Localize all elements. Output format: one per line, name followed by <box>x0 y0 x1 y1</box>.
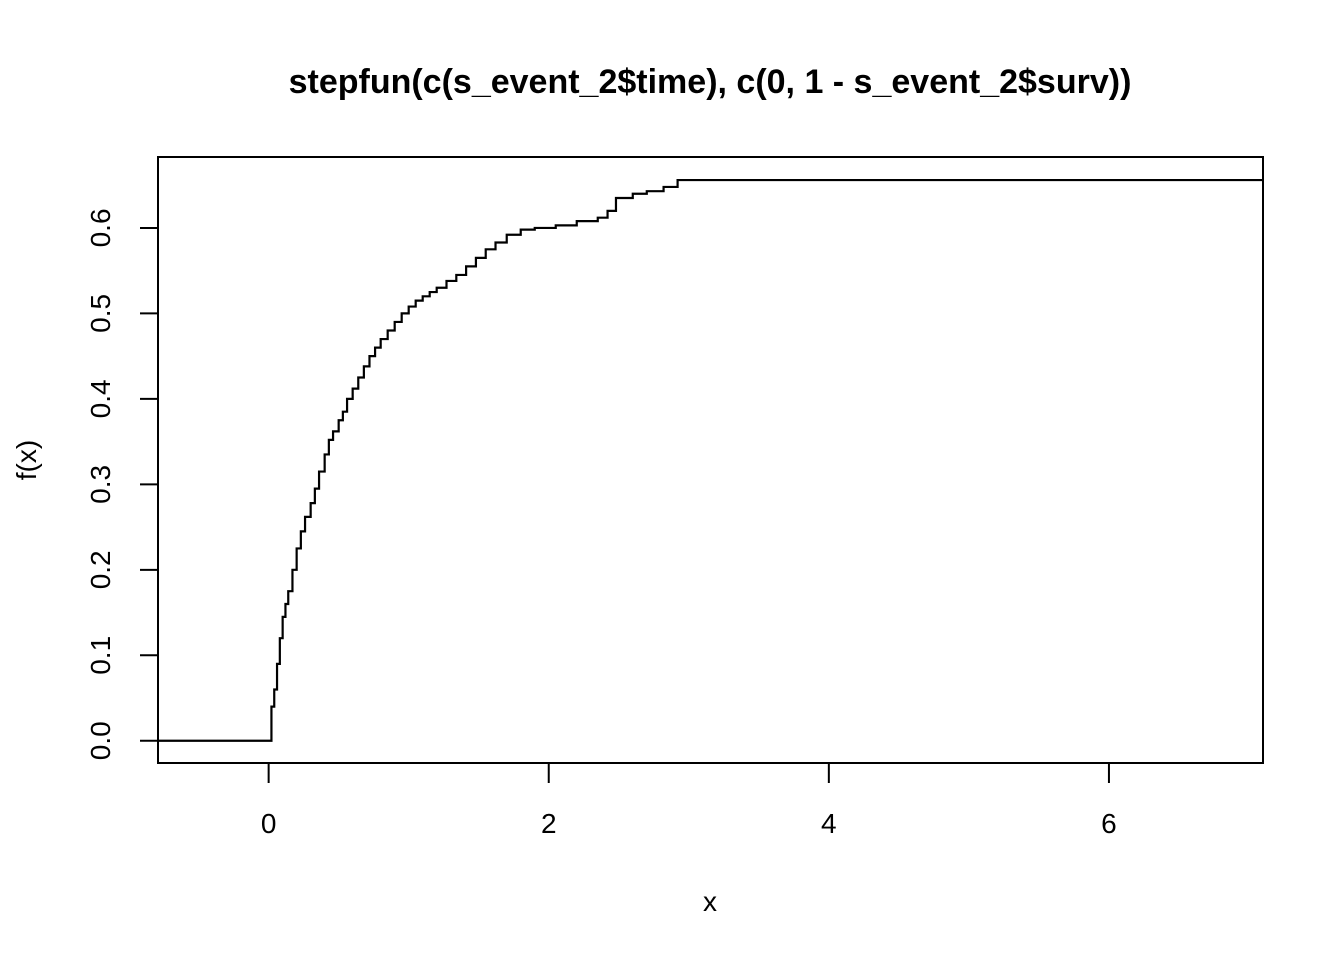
x-tick-label: 6 <box>1101 808 1117 839</box>
y-tick-label: 0.3 <box>85 465 116 504</box>
y-tick-label: 0.5 <box>85 294 116 333</box>
y-tick-label: 0.4 <box>85 379 116 418</box>
x-axis-label: x <box>703 886 717 917</box>
y-tick-label: 0.0 <box>85 721 116 760</box>
y-tick-label: 0.2 <box>85 550 116 589</box>
y-tick-label: 0.1 <box>85 636 116 675</box>
y-axis-label: f(x) <box>11 440 42 480</box>
x-tick-label: 0 <box>261 808 277 839</box>
x-tick-label: 2 <box>541 808 557 839</box>
y-tick-label: 0.6 <box>85 208 116 247</box>
y-axis: 0.0 0.1 0.2 0.3 0.4 0.5 0.6 <box>85 208 159 760</box>
chart-title: stepfun(c(s_event_2$time), c(0, 1 - s_ev… <box>289 63 1132 101</box>
step-function-line <box>158 178 1263 742</box>
x-tick-label: 4 <box>821 808 837 839</box>
x-axis: 0 2 4 6 <box>261 762 1117 839</box>
